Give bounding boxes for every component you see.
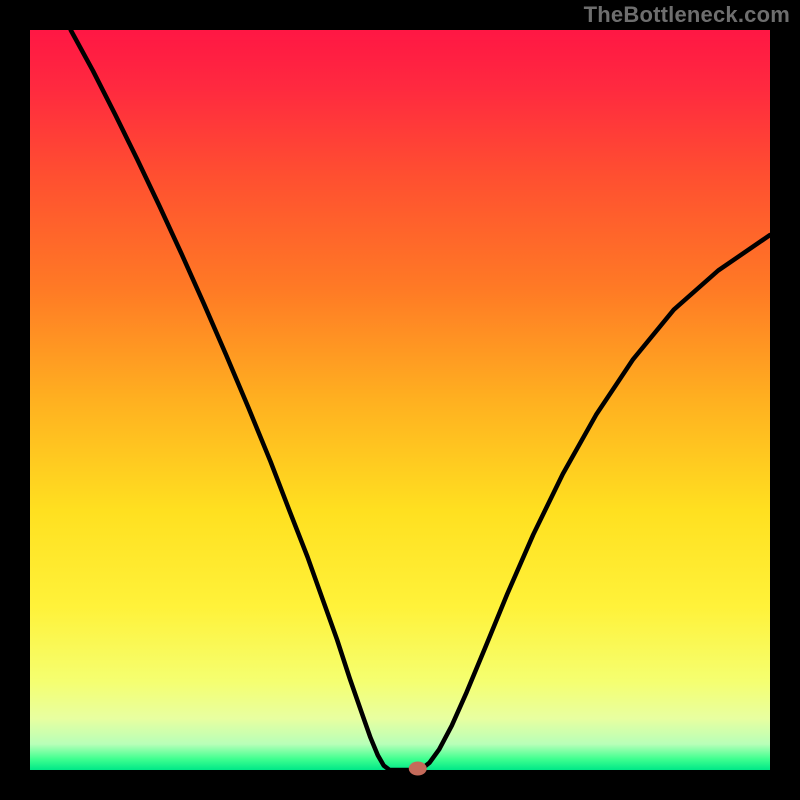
bottleneck-chart: [0, 0, 800, 800]
optimal-point-marker: [409, 762, 427, 776]
watermark-text: TheBottleneck.com: [584, 2, 790, 28]
chart-container: TheBottleneck.com: [0, 0, 800, 800]
gradient-background: [30, 30, 770, 770]
